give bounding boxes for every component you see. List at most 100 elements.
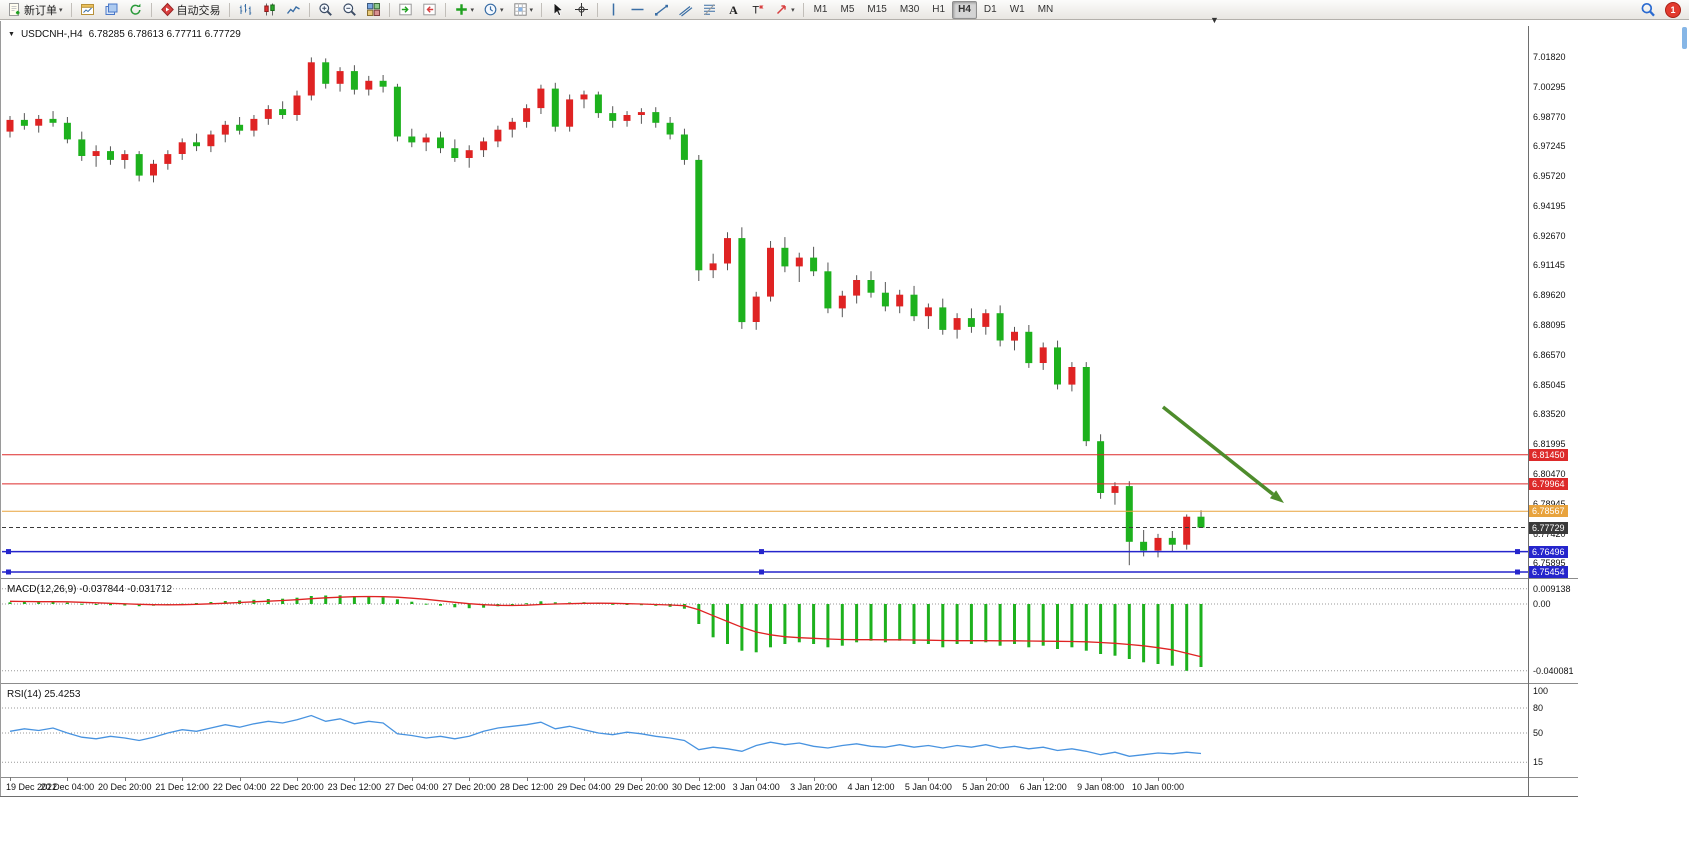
timeframe-w1-button[interactable]: W1: [1009, 3, 1025, 15]
time-tick: [1158, 777, 1159, 781]
symbol-dropdown-icon[interactable]: ▼: [8, 31, 15, 38]
arrows-icon: [774, 2, 789, 17]
notification-badge[interactable]: 1: [1665, 1, 1681, 18]
chevron-down-icon: ▾: [791, 6, 795, 14]
zoom-in-button[interactable]: [314, 0, 337, 20]
time-tick: [10, 777, 11, 781]
timeframe-mn-button[interactable]: MN: [1037, 3, 1054, 15]
line-handle[interactable]: [1515, 549, 1520, 555]
time-axis-label: 28 Dec 12:00: [499, 782, 554, 792]
periods-button[interactable]: ▾: [479, 0, 508, 20]
auto-scroll-button[interactable]: [394, 0, 417, 20]
price-marker-badge-6.81450[interactable]: 6.81450: [1529, 449, 1568, 461]
chart-shift-button[interactable]: [418, 0, 441, 20]
timeframe-h1-button[interactable]: H1: [932, 3, 946, 15]
time-axis-label: 6 Jan 12:00: [1019, 782, 1067, 792]
time-axis[interactable]: 19 Dec 2022 20 Dec 04:00 20 Dec 20:00 21 De…: [2, 777, 1528, 795]
autotrading-button[interactable]: 自动交易: [156, 0, 225, 20]
cursor-button[interactable]: [546, 0, 569, 20]
candlestick-series: [6, 62, 1205, 551]
new-chart-icon: [80, 2, 95, 17]
refresh-icon: [128, 2, 143, 17]
price-axis-label: 6.75895: [1533, 558, 1566, 569]
price-marker-badge-6.76496[interactable]: 6.76496: [1529, 546, 1568, 558]
timeframe-h4-button[interactable]: H4: [952, 0, 977, 19]
zoom-out-button[interactable]: [338, 0, 361, 20]
candlestick-chart-button[interactable]: [258, 0, 281, 20]
time-axis-label: 20 Dec 20:00: [98, 782, 152, 792]
time-axis-label: 3 Jan 20:00: [790, 782, 838, 792]
timeframe-m15-button[interactable]: M15: [867, 3, 887, 15]
macd-pane[interactable]: [2, 580, 1528, 682]
equidistant-channel-button[interactable]: [674, 0, 697, 20]
channel-icon: [678, 2, 693, 17]
macd-label: MACD(12,26,9) -0.037844 -0.031712: [7, 584, 173, 595]
arrows-button[interactable]: ▾: [770, 0, 799, 20]
text-label-button[interactable]: T: [746, 0, 769, 20]
line-handle[interactable]: [759, 549, 764, 555]
symbol-info: ▼ USDCNH-,H4 6.78285 6.78613 6.77711 6.7…: [8, 29, 241, 40]
refresh-button[interactable]: [124, 0, 147, 20]
crosshair-button[interactable]: [570, 0, 593, 20]
zoom-out-icon: [342, 2, 357, 17]
line-handle[interactable]: [759, 569, 764, 575]
price-axis[interactable]: 7.01820 7.00295 6.98770 6.97245 6.95720 6.941…: [1529, 0, 1687, 861]
toolbar-separator: [444, 2, 446, 17]
price-axis-label: 6.98770: [1533, 111, 1566, 122]
bar-chart-button[interactable]: [234, 0, 257, 20]
time-axis-label: 27 Dec 04:00: [385, 782, 439, 792]
price-marker-badge-6.78567[interactable]: 6.78567: [1529, 505, 1568, 517]
textA-icon: A: [726, 2, 741, 17]
indicators-button[interactable]: ▾: [450, 0, 479, 20]
autoscroll-icon: [398, 2, 413, 17]
trend-arrow[interactable]: [1161, 405, 1284, 503]
pane-separator[interactable]: [0, 683, 1578, 684]
price-marker-badge-6.77729[interactable]: 6.77729: [1529, 522, 1568, 534]
time-tick: [1043, 777, 1045, 781]
macd-histogram: [8, 595, 1203, 671]
profiles-button[interactable]: [100, 0, 123, 20]
search-button[interactable]: [1636, 0, 1659, 20]
toolbar-separator: [308, 2, 310, 17]
main-chart[interactable]: [2, 26, 1528, 578]
time-tick: [469, 777, 471, 781]
autotrading-icon: [160, 2, 175, 17]
macd-axis-label: -0.040081: [1533, 665, 1574, 676]
price-axis-label: 6.80470: [1533, 468, 1566, 479]
pane-separator[interactable]: [0, 578, 1578, 579]
timeframe-d1-button[interactable]: D1: [983, 3, 997, 15]
tile-windows-button[interactable]: [362, 0, 385, 20]
timeframe-m1-button[interactable]: M1: [813, 3, 828, 15]
horizontal-line-button[interactable]: [626, 0, 649, 20]
price-axis-label: 6.94195: [1533, 200, 1566, 211]
rsi-line: [9, 714, 1202, 757]
bars-icon: [238, 2, 253, 17]
scrollbar-thumb[interactable]: [1682, 27, 1687, 49]
ohlc-values: 6.78285 6.78613 6.77711 6.77729: [88, 29, 241, 40]
rsi-axis-label: 50: [1533, 728, 1544, 738]
new-chart-button[interactable]: [76, 0, 99, 20]
vertical-line-button[interactable]: [602, 0, 625, 20]
trendline-button[interactable]: [650, 0, 673, 20]
new-order-button[interactable]: 新订单 ▾: [3, 0, 67, 20]
templates-button[interactable]: ▾: [509, 0, 538, 20]
chart-shift-marker[interactable]: ▼: [1210, 15, 1219, 25]
fibonacci-button[interactable]: [698, 0, 721, 20]
line-handle[interactable]: [6, 569, 11, 575]
rsi-pane[interactable]: [2, 685, 1528, 777]
new-order-icon: [7, 2, 22, 17]
line-chart-button[interactable]: [282, 0, 305, 20]
candles-icon: [262, 2, 277, 17]
price-marker-badge-6.79964[interactable]: 6.79964: [1529, 478, 1568, 490]
timeframe-m5-button[interactable]: M5: [840, 3, 855, 15]
time-axis-label: 10 Jan 00:00: [1131, 782, 1185, 792]
time-axis-label: 30 Dec 12:00: [672, 782, 726, 792]
timeframe-m30-button[interactable]: M30: [899, 3, 920, 15]
line-handle[interactable]: [6, 549, 11, 555]
line-handle[interactable]: [1515, 569, 1520, 575]
macd-axis-label: 0.009138: [1533, 583, 1571, 594]
tile-icon: [366, 2, 381, 17]
text-button[interactable]: A: [722, 0, 745, 20]
price-marker-badge-6.75454[interactable]: 6.75454: [1529, 566, 1568, 578]
